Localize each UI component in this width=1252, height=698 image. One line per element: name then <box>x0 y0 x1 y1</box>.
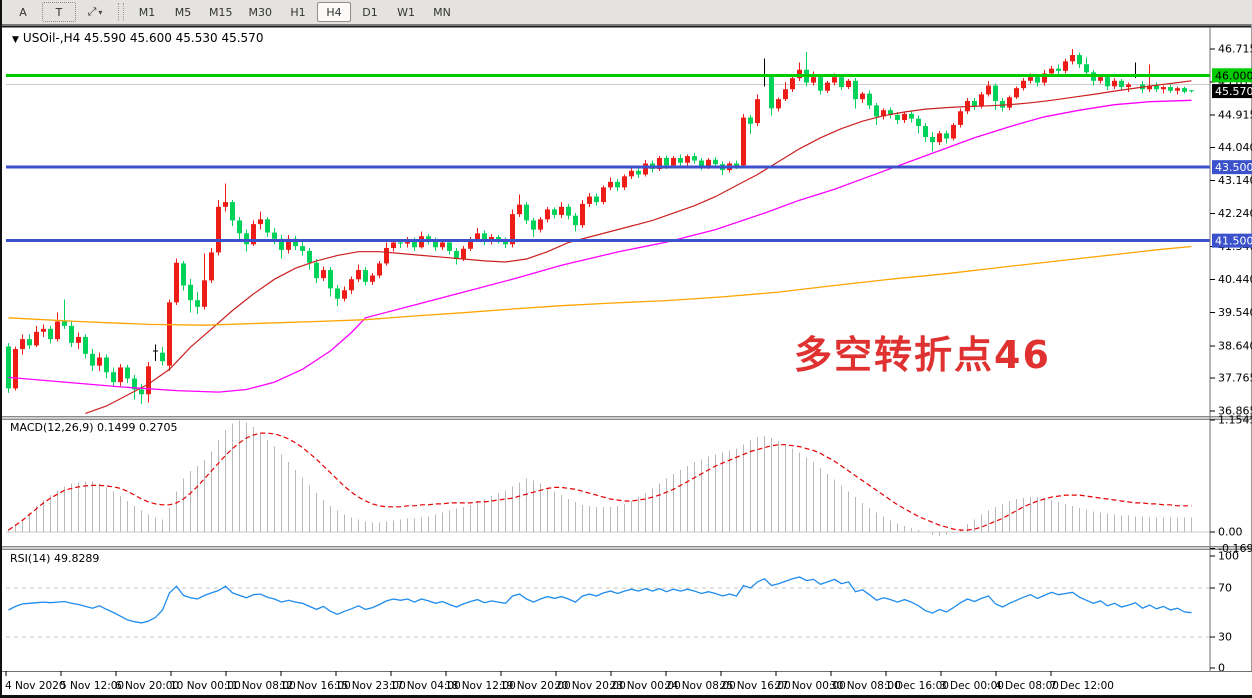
svg-text:27 Nov 00:00: 27 Nov 00:00 <box>775 680 846 692</box>
svg-text:3 Dec 00:00: 3 Dec 00:00 <box>940 680 1004 692</box>
svg-text:44.040: 44.040 <box>1218 141 1252 154</box>
svg-text:30: 30 <box>1218 631 1232 644</box>
price-badge-46.000: 46.000 <box>1212 68 1252 83</box>
timeframe-button-m30[interactable]: M30 <box>248 5 273 19</box>
svg-text:40.440: 40.440 <box>1218 273 1252 286</box>
rsi-line <box>8 576 1192 624</box>
macd-axis: 1.1545 0.00 -0.1693 <box>1210 414 1252 555</box>
ma-mid-magenta-line <box>8 99 1192 393</box>
svg-text:5 Nov 12:00: 5 Nov 12:00 <box>60 680 124 692</box>
svg-text:23 Nov 00:00: 23 Nov 00:00 <box>610 680 681 692</box>
svg-text:0.00: 0.00 <box>1218 526 1243 539</box>
svg-text:46.715: 46.715 <box>1218 43 1252 56</box>
chart-annotation-text: 多空转折点46 <box>794 333 1051 377</box>
dropdown-caret-icon: ▾ <box>98 7 103 17</box>
svg-text:7 Dec 12:00: 7 Dec 12:00 <box>1050 680 1114 692</box>
svg-text:18 Nov 12:00: 18 Nov 12:00 <box>445 680 516 692</box>
svg-text:11 Nov 08:00: 11 Nov 08:00 <box>225 680 296 692</box>
svg-text:10 Nov 00:00: 10 Nov 00:00 <box>170 680 241 692</box>
svg-text:41.500: 41.500 <box>1215 235 1252 248</box>
svg-text:36.865: 36.865 <box>1218 404 1252 417</box>
price-badge-43.500: 43.500 <box>1212 160 1252 175</box>
timeframe-button-w1[interactable]: W1 <box>397 5 415 19</box>
timeframe-button-h4[interactable]: H4 <box>317 2 351 22</box>
chart-title: ▼ USOil-,H4 45.590 45.600 45.530 45.570 <box>12 31 263 45</box>
timeframe-button-d1[interactable]: D1 <box>362 5 378 19</box>
svg-text:0: 0 <box>1218 662 1225 675</box>
chart-title-text: USOil-,H4 45.590 45.600 45.530 45.570 <box>22 31 264 45</box>
svg-text:46.000: 46.000 <box>1215 69 1252 82</box>
toolbar-separator <box>118 3 124 21</box>
timeframe-button-mn[interactable]: MN <box>433 5 451 19</box>
svg-text:70: 70 <box>1218 582 1232 595</box>
arrows-tool-button[interactable]: ⤢ ▾ <box>87 5 103 18</box>
svg-text:39.540: 39.540 <box>1218 306 1252 319</box>
timeframe-button-m5[interactable]: M5 <box>174 5 192 19</box>
toolbar: A T ⤢ ▾ M1 M5 M15 M30 H1 H4 D1 W1 MN <box>2 0 1252 24</box>
svg-text:4 Dec 08:00: 4 Dec 08:00 <box>995 680 1059 692</box>
text-tool-button[interactable]: T <box>42 2 76 22</box>
svg-text:-0.1693: -0.1693 <box>1218 542 1252 555</box>
price-axis: 46.71545.81544.91544.04043.14042.24041.3… <box>1210 43 1252 417</box>
svg-text:43.140: 43.140 <box>1218 174 1252 187</box>
price-badge-41.500: 41.500 <box>1212 233 1252 248</box>
svg-text:45.570: 45.570 <box>1215 85 1252 98</box>
svg-text:6 Nov 20:00: 6 Nov 20:00 <box>115 680 179 692</box>
rsi-indicator-label: RSI(14) 49.8289 <box>10 552 100 565</box>
rsi-axis: 100 70 30 0 <box>1210 550 1239 675</box>
svg-text:1.1545: 1.1545 <box>1218 414 1252 427</box>
timeframe-button-h1[interactable]: H1 <box>290 5 306 19</box>
svg-text:42.240: 42.240 <box>1218 207 1252 220</box>
svg-text:20 Nov 20:00: 20 Nov 20:00 <box>555 680 626 692</box>
price-badge-45.570: 45.570 <box>1212 84 1252 99</box>
svg-text:30 Nov 08:00: 30 Nov 08:00 <box>830 680 901 692</box>
chart-dropdown-icon[interactable]: ▼ <box>12 35 19 45</box>
svg-text:1 Dec 16:00: 1 Dec 16:00 <box>885 680 949 692</box>
svg-text:43.500: 43.500 <box>1215 161 1252 174</box>
svg-text:17 Nov 04:00: 17 Nov 04:00 <box>390 680 461 692</box>
rsi-panel <box>6 587 1210 638</box>
svg-text:15 Nov 23:00: 15 Nov 23:00 <box>335 680 406 692</box>
ma-fast-red-line <box>85 80 1192 414</box>
svg-text:38.640: 38.640 <box>1218 339 1252 352</box>
svg-text:25 Nov 16:00: 25 Nov 16:00 <box>720 680 791 692</box>
svg-text:12 Nov 16:00: 12 Nov 16:00 <box>280 680 351 692</box>
text-label-tool-button[interactable]: A <box>19 5 27 19</box>
svg-text:4 Nov 2020: 4 Nov 2020 <box>5 680 66 692</box>
macd-signal-line <box>8 432 1192 531</box>
svg-text:37.765: 37.765 <box>1218 371 1252 384</box>
svg-text:24 Nov 08:00: 24 Nov 08:00 <box>665 680 736 692</box>
timeframe-button-m1[interactable]: M1 <box>138 5 156 19</box>
svg-text:44.915: 44.915 <box>1218 109 1252 122</box>
svg-text:100: 100 <box>1218 550 1239 563</box>
svg-text:19 Nov 20:00: 19 Nov 20:00 <box>500 680 571 692</box>
macd-histogram <box>6 420 1210 536</box>
timeframe-button-m15[interactable]: M15 <box>209 5 233 19</box>
ma-slow-orange-line <box>8 245 1192 326</box>
macd-indicator-label: MACD(12,26,9) 0.1499 0.2705 <box>10 421 178 434</box>
horizontal-level-lines <box>6 73 1210 243</box>
